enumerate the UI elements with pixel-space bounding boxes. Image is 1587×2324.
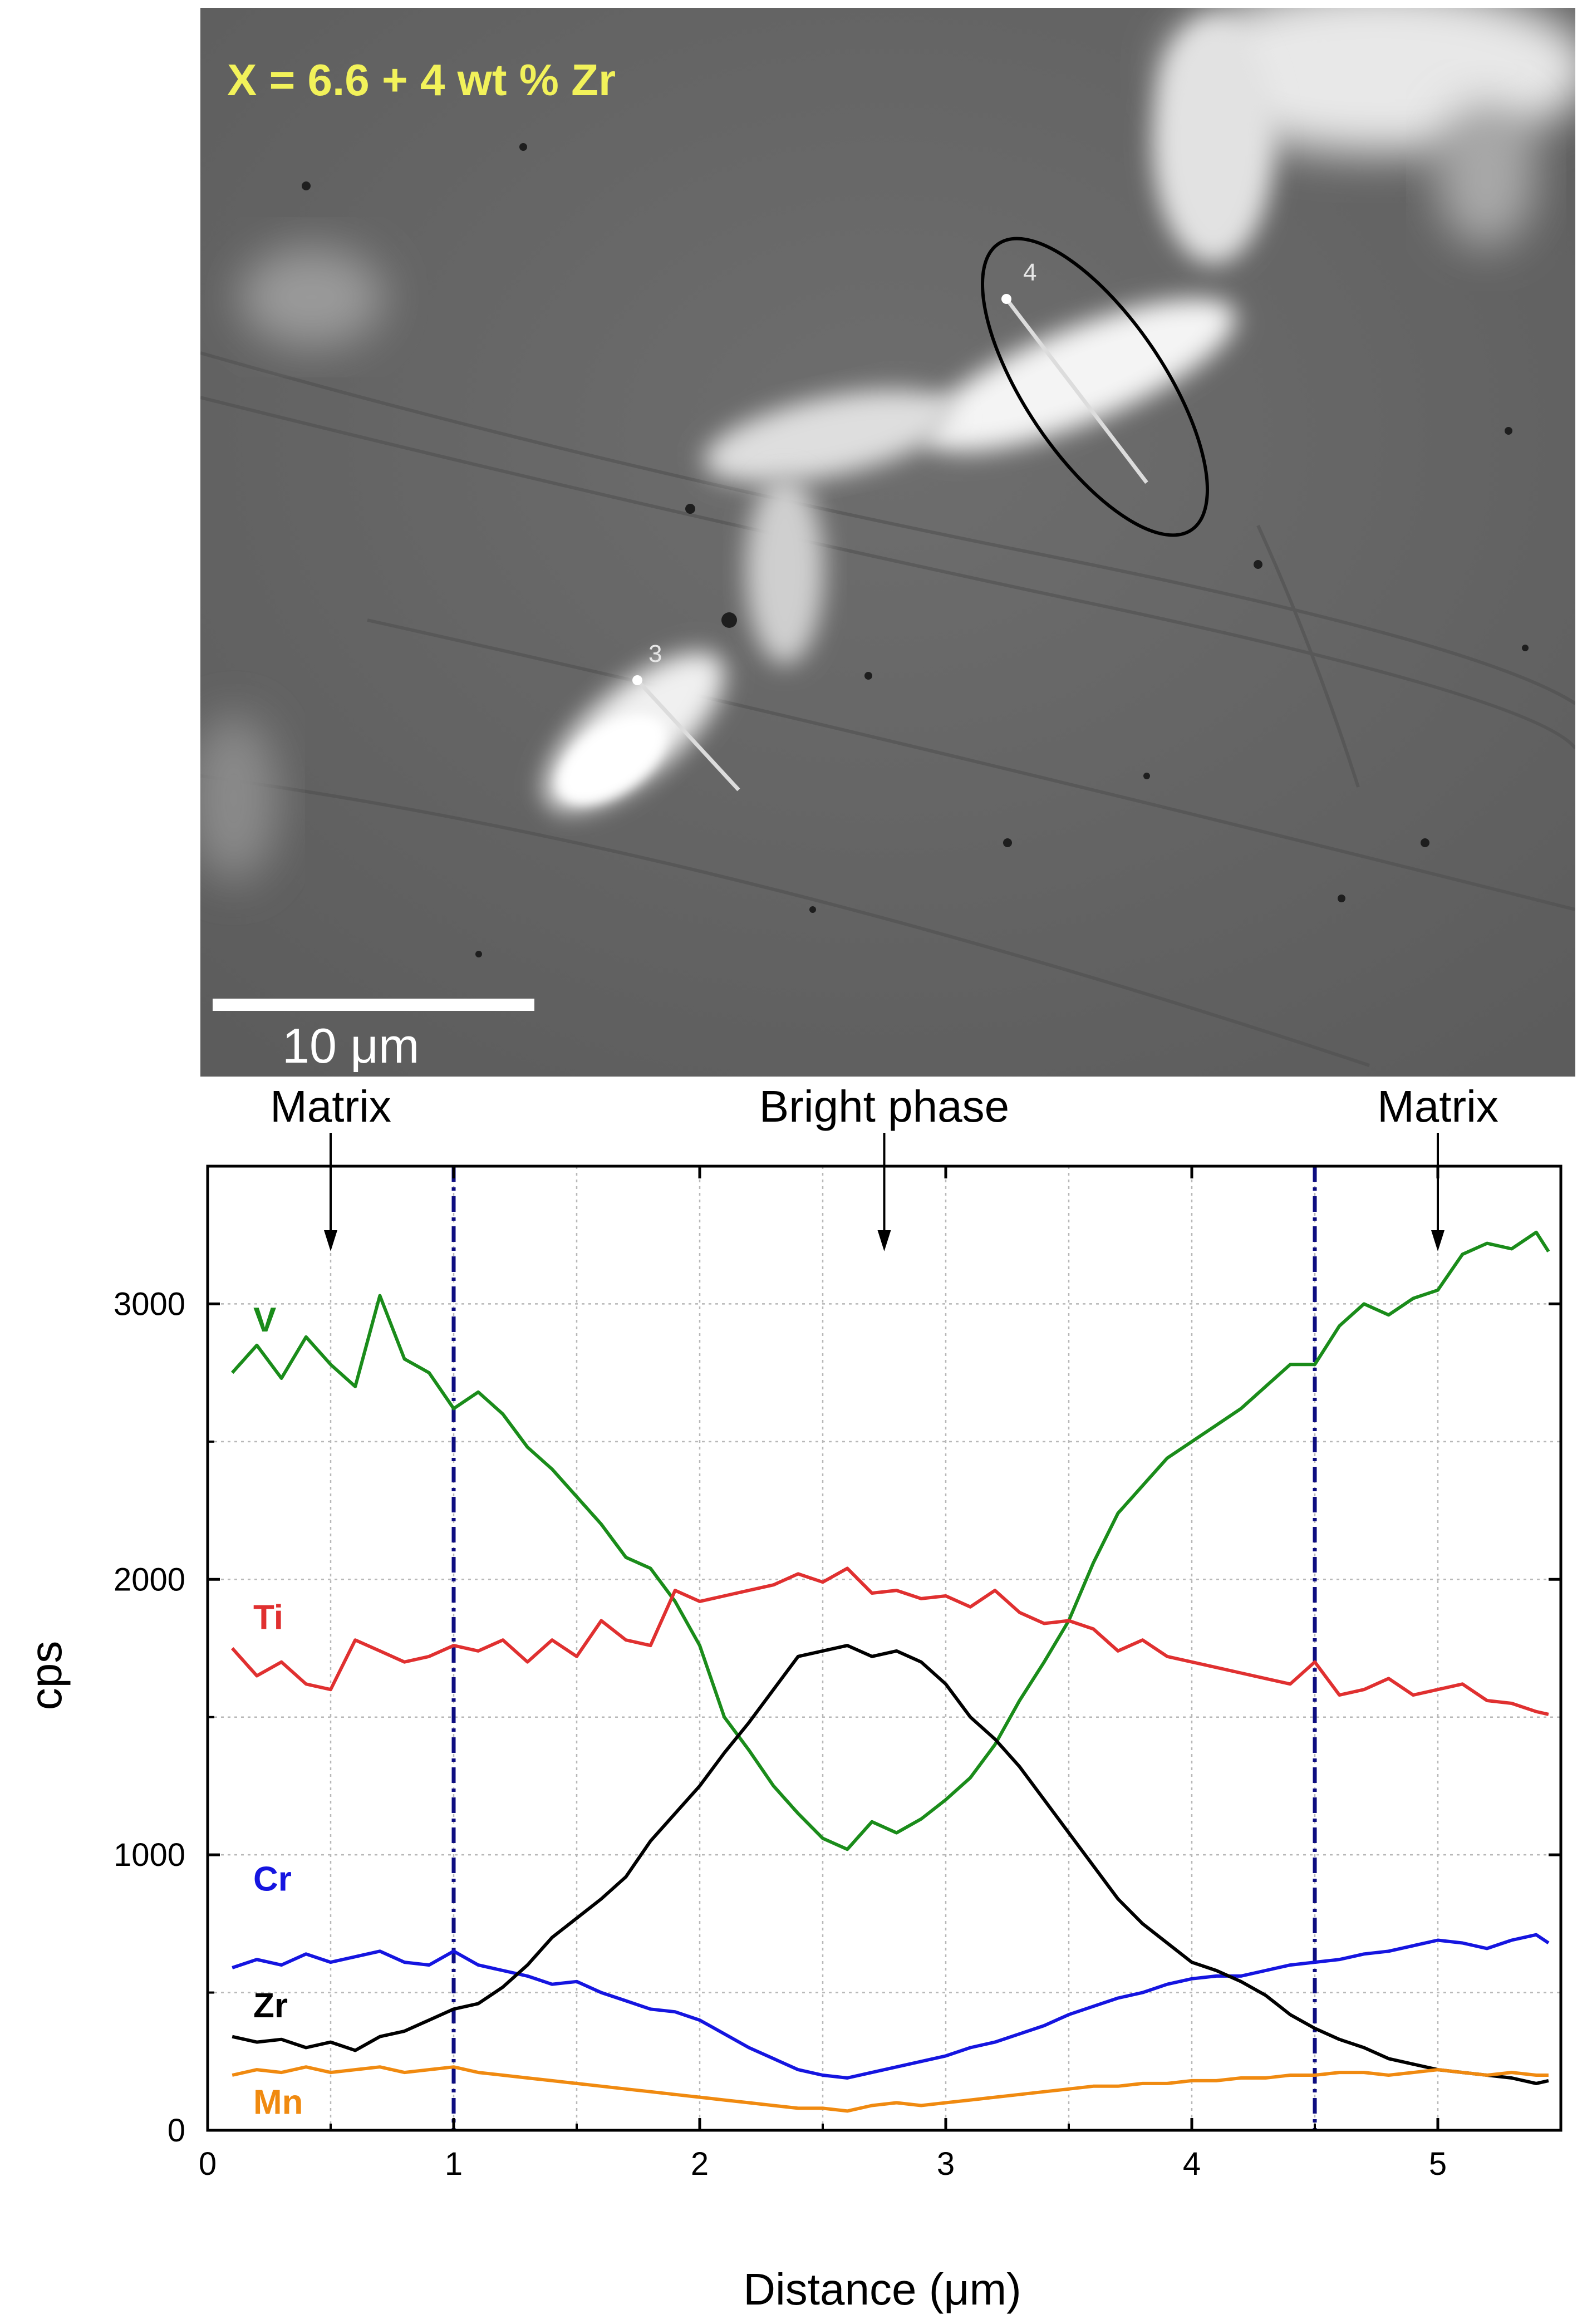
x-tick-label: 5 [1429, 2146, 1447, 2182]
x-tick-label: 1 [445, 2146, 463, 2182]
line-scan-3-start [632, 675, 642, 685]
scratch-lines [200, 351, 1575, 1067]
series-line-cr [232, 1933, 1550, 2080]
line-scan-4-start [1001, 294, 1011, 304]
y-tick-label: 0 [168, 2112, 185, 2149]
series-label-cr: Cr [253, 1860, 292, 1898]
y-tick-label: 3000 [114, 1286, 185, 1322]
x-tick-label: 3 [937, 2146, 955, 2182]
phase-boundaries [451, 1166, 1317, 2130]
y-tick-label: 1000 [114, 1837, 185, 1873]
series-label-ti: Ti [253, 1598, 283, 1637]
annotation-label: Bright phase [759, 1082, 1009, 1131]
axes: 0 1 2 3 4 5 0 1000 2000 3000 [114, 1166, 1561, 2182]
series-line-mn [232, 2065, 1549, 2113]
annotation-arrow-head [1431, 1230, 1444, 1251]
annotations: Matrix Bright phase Matrix [270, 1082, 1498, 1251]
series-line-zr [232, 1644, 1549, 2085]
data-series [230, 1230, 1550, 2113]
scale-bar [213, 999, 534, 1011]
line-scan-4 [1005, 297, 1148, 484]
line-scan-3 [636, 679, 740, 792]
x-axis-label: Distance (μm) [743, 2264, 1021, 2314]
composition-label: X = 6.6 + 4 wt % Zr [227, 55, 616, 105]
annotation-arrow-head [324, 1230, 337, 1251]
annotation-label: Matrix [270, 1082, 391, 1131]
sem-micrograph: 4 3 X = 6.6 + 4 wt % Zr 10 μm [200, 8, 1575, 1077]
line-scan-3-label: 3 [648, 640, 662, 667]
bright-phase-regions [200, 8, 1575, 882]
y-tick-label: 2000 [114, 1561, 185, 1598]
annotation-label: Matrix [1377, 1082, 1498, 1131]
micrograph-background [200, 8, 1575, 1077]
x-tick-label: 0 [199, 2146, 217, 2182]
series-label-zr: Zr [253, 1987, 288, 2025]
series-label-mn: Mn [253, 2083, 303, 2121]
annotation-arrow-head [877, 1230, 891, 1251]
dark-pits [302, 143, 1529, 957]
y-axis-label: cps [21, 1641, 71, 1711]
x-tick-label: 2 [691, 2146, 709, 2182]
series-labels: V Ti Cr Zr Mn [253, 1301, 303, 2121]
line-scan-4-label: 4 [1023, 259, 1036, 286]
highlight-ellipse [981, 237, 1209, 537]
series-line-v [230, 1230, 1550, 1851]
x-tick-label: 4 [1183, 2146, 1201, 2182]
series-label-v: V [253, 1301, 276, 1339]
scale-bar-label: 10 μm [282, 1018, 419, 1073]
series-line-ti [230, 1566, 1549, 1716]
